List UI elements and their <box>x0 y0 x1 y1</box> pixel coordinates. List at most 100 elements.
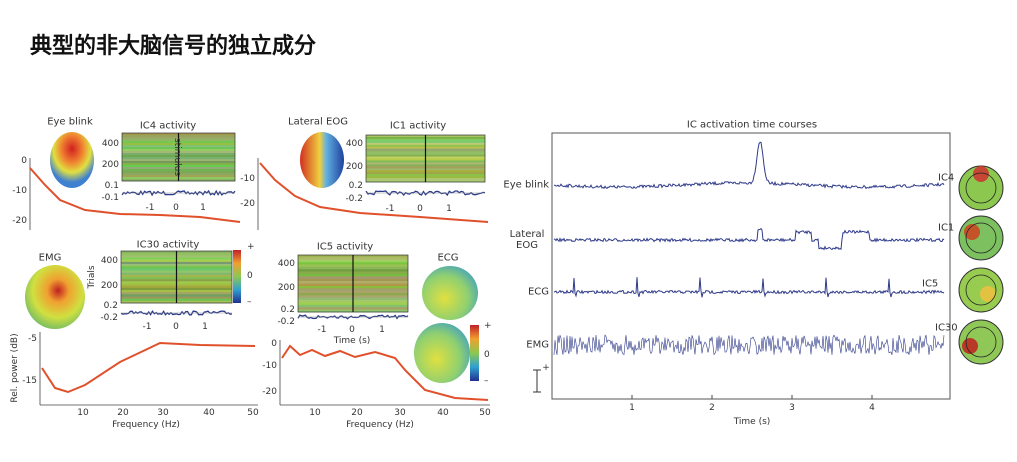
trial-tick-label: 400 <box>345 139 363 150</box>
time-tick-label: 0 <box>173 203 179 214</box>
erp-trace <box>121 189 236 197</box>
trial-tick-label: 200 <box>100 281 118 292</box>
activity-title: IC1 activity <box>389 120 447 132</box>
axis-label: Time (s) <box>733 417 771 428</box>
ic-trace <box>553 277 945 298</box>
spectrum-curve <box>41 341 256 394</box>
trial-tick-label: 200 <box>101 160 119 171</box>
trial-tick-label: 400 <box>100 256 118 267</box>
colorbar-label: 0 <box>484 350 490 361</box>
erp-tick-label: -0.1 <box>101 193 119 204</box>
power-tick-label: 0 <box>271 339 277 350</box>
scalp-outline <box>965 326 997 358</box>
trial-tick-label: 200 <box>277 283 295 294</box>
row-label: ECG <box>527 286 549 298</box>
component-name: Eye blink <box>47 116 93 128</box>
freq-tick-label: 20 <box>351 408 363 419</box>
time-tick-label: 1 <box>629 403 635 414</box>
erp-tick-label: 0.2 <box>348 181 363 192</box>
power-tick-label: -10 <box>262 361 277 372</box>
component-name: ECG <box>437 252 459 264</box>
activity-title: IC30 activity <box>136 239 200 251</box>
axis-label: Trials <box>87 265 98 289</box>
head-map <box>300 132 344 188</box>
ic-trace <box>553 334 945 356</box>
axis-label: Frequency (Hz) <box>346 420 414 431</box>
spectrum-curve <box>281 344 489 401</box>
erp-tick-label: -0.2 <box>345 194 363 205</box>
component-name: Lateral EOG <box>288 116 348 128</box>
erp-tick-label: 0.2 <box>280 305 295 316</box>
ic-trace <box>554 141 945 190</box>
scalp-outline <box>965 274 997 306</box>
erp-tick-label: -0.2 <box>277 317 295 328</box>
colorbar-label: + <box>247 242 255 253</box>
colorbar <box>233 250 241 303</box>
ic-trace <box>553 227 945 251</box>
power-tick-label: -15 <box>22 376 37 387</box>
freq-tick-label: 30 <box>157 408 169 419</box>
time-tick-label: -1 <box>385 204 395 215</box>
erp-trace <box>120 309 233 316</box>
power-tick-label: -20 <box>262 387 277 398</box>
freq-tick-label: 30 <box>394 408 406 419</box>
erp-tick-label: -0.2 <box>100 313 118 324</box>
colorbar-label: 0 <box>247 271 253 282</box>
trial-tick-label: 200 <box>345 162 363 173</box>
time-tick-label: 1 <box>446 204 452 215</box>
time-tick-label: 3 <box>789 403 795 414</box>
axis-label: Time (s) <box>333 336 371 347</box>
erp-trace <box>297 314 409 320</box>
colorbar-label: – <box>484 376 489 387</box>
scalp-map <box>958 267 1004 313</box>
time-tick-label: 1 <box>200 203 206 214</box>
slide-title: 典型的非大脑信号的独立成分 <box>30 32 317 59</box>
power-tick-label: -5 <box>28 334 37 345</box>
freq-tick-label: 50 <box>247 408 259 419</box>
freq-tick-label: 10 <box>309 408 321 419</box>
spectrum-curve <box>259 162 489 223</box>
stimulus-label: stimulus <box>171 137 182 177</box>
power-tick-label: -20 <box>240 199 255 210</box>
colorbar-label: – <box>247 297 252 308</box>
ic-label: IC1 <box>938 222 955 234</box>
ic-label: IC4 <box>938 172 955 184</box>
scalp-outline <box>965 172 997 204</box>
freq-tick-label: 10 <box>77 408 89 419</box>
freq-tick-label: 40 <box>203 408 215 419</box>
head-map <box>25 265 85 329</box>
time-tick-label: 1 <box>379 325 385 336</box>
time-tick-label: 1 <box>202 322 208 333</box>
time-tick-label: -1 <box>145 203 155 214</box>
trial-tick-label: 400 <box>101 139 119 150</box>
power-tick-label: 0 <box>21 156 27 167</box>
erp-tick-label: 0.1 <box>104 181 119 192</box>
scalp-hotspot <box>964 224 980 240</box>
component-name: EMG <box>38 252 62 264</box>
erp-trace <box>365 190 486 197</box>
scale-label: + <box>542 363 550 374</box>
power-tick-label: -20 <box>12 216 27 227</box>
freq-tick-label: 50 <box>479 408 491 419</box>
row-label: EMG <box>526 339 549 351</box>
time-tick-label: -1 <box>142 322 152 333</box>
time-tick-label: 2 <box>709 403 715 414</box>
plot-frame <box>551 132 951 400</box>
axis-label: Frequency (Hz) <box>112 420 180 431</box>
time-tick-label: -1 <box>317 325 327 336</box>
activity-title: IC5 activity <box>316 241 374 253</box>
colorbar-label: + <box>484 321 492 332</box>
ic-label: IC5 <box>922 278 939 290</box>
plot-title: IC activation time courses <box>686 119 818 131</box>
time-tick-label: 0 <box>173 322 179 333</box>
row-label: Lateral EOG <box>509 229 545 251</box>
trial-tick-label: 400 <box>277 259 295 270</box>
time-tick-label: 4 <box>869 403 875 414</box>
ic-label: IC30 <box>935 322 958 334</box>
colorbar <box>470 325 479 381</box>
row-label: Eye blink <box>503 179 549 191</box>
erp-tick-label: 0.2 <box>103 301 118 312</box>
activity-title: IC4 activity <box>139 120 197 132</box>
